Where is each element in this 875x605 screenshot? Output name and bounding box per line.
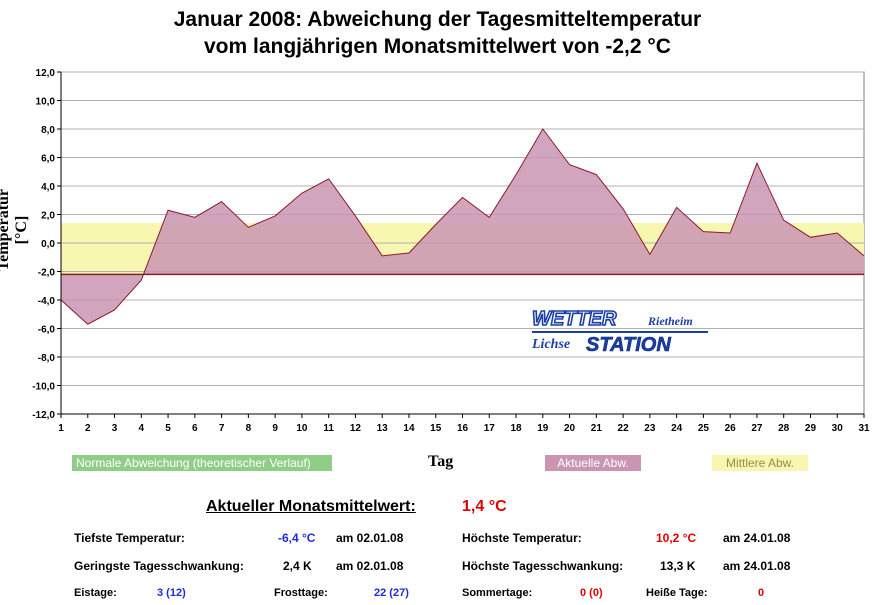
min-temp-date: am 02.01.08 <box>336 531 404 545</box>
y-tick-label: -2,0 <box>38 268 56 279</box>
logo-wetter: WETTER <box>532 308 617 330</box>
y-tick-label: -4,0 <box>38 296 56 307</box>
eistage-label: Eistage: <box>74 587 117 599</box>
y-tick-label: -8,0 <box>38 353 56 364</box>
series-area-actual-deviation <box>61 129 864 325</box>
max-swing-value: 13,3 K <box>660 559 696 573</box>
logo-rietheim: Rietheim <box>647 314 693 328</box>
x-tick-label: 17 <box>484 423 496 434</box>
x-tick-label: 6 <box>192 423 198 434</box>
logo-lichse: Lichse <box>531 337 570 352</box>
max-temp-label: Höchste Temperatur: <box>462 531 582 545</box>
chart-title: Januar 2008: Abweichung der Tagesmittelt… <box>0 6 875 60</box>
max-temp-value: 10,2 °C <box>656 531 697 545</box>
x-tick-label: 8 <box>246 423 252 434</box>
x-tick-label: 2 <box>85 423 91 434</box>
x-tick-label: 3 <box>112 423 118 434</box>
max-swing-label: Höchste Tagesschwankung: <box>462 559 624 573</box>
sommertage-label: Sommertage: <box>462 587 533 599</box>
x-tick-label: 19 <box>537 423 549 434</box>
frosttage-value: 22 (27) <box>374 587 409 599</box>
x-tick-label: 9 <box>272 423 278 434</box>
heisse-tage-value: 0 <box>758 587 765 599</box>
eistage-value: 3 (12) <box>157 587 186 599</box>
y-axis-label: Temperatur [°C] <box>0 188 30 272</box>
y-tick-label: 12,0 <box>36 68 56 79</box>
x-tick-label: 21 <box>591 423 603 434</box>
x-tick-label: 7 <box>219 423 225 434</box>
x-tick-label: 30 <box>832 423 844 434</box>
max-swing-date: am 24.01.08 <box>723 559 791 573</box>
x-tick-label: 28 <box>778 423 790 434</box>
x-tick-label: 22 <box>618 423 630 434</box>
x-tick-label: 31 <box>858 423 870 434</box>
y-tick-label: 0,0 <box>41 239 55 250</box>
temperature-chart: -12,0 -10,0 -8,0 -6,0 -4,0 -2,0 0,0 2,0 4,0 6,0 8,… <box>32 68 870 434</box>
x-tick-label: 16 <box>457 423 469 434</box>
y-tick-label: 4,0 <box>41 182 55 193</box>
x-tick-label: 27 <box>751 423 763 434</box>
legend-mean-deviation: Mittlere Abw. <box>712 455 808 471</box>
x-tick-label: 1 <box>58 423 64 434</box>
min-swing-value: 2,4 K <box>283 559 312 573</box>
chart-title-line2: vom langjährigen Monatsmittelwert von -2… <box>204 35 671 58</box>
legend-normal-deviation: Normale Abweichung (theoretischer Verlau… <box>72 455 332 471</box>
min-swing-date: am 02.01.08 <box>336 559 404 573</box>
x-tick-label: 14 <box>403 423 415 434</box>
y-tick-label: 6,0 <box>41 154 55 165</box>
x-tick-label: 11 <box>323 423 334 434</box>
x-tick-label: 12 <box>350 423 362 434</box>
legend-actual-deviation: Aktuelle Abw. <box>545 455 641 471</box>
min-swing-label: Geringste Tagesschwankung: <box>74 559 244 573</box>
x-tick-label: 23 <box>644 423 656 434</box>
x-tick-label: 10 <box>296 423 308 434</box>
x-tick-label: 13 <box>377 423 389 434</box>
y-tick-label: 8,0 <box>41 125 55 136</box>
chart-title-line1: Januar 2008: Abweichung der Tagesmittelt… <box>173 8 702 31</box>
max-temp-date: am 24.01.08 <box>723 531 791 545</box>
x-axis-label: Tag <box>428 453 454 470</box>
y-tick-label: -6,0 <box>38 325 56 336</box>
min-temp-value: -6,4 °C <box>278 531 316 545</box>
x-tick-label: 18 <box>510 423 522 434</box>
x-tick-label: 20 <box>564 423 576 434</box>
y-tick-label: -10,0 <box>32 382 55 393</box>
x-tick-label: 29 <box>805 423 817 434</box>
logo-station: STATION <box>586 334 671 356</box>
x-tick-label: 15 <box>430 423 442 434</box>
monthly-mean-value: 1,4 °C <box>462 498 507 515</box>
heisse-tage-label: Heiße Tage: <box>646 587 708 599</box>
min-temp-label: Tiefste Temperatur: <box>74 531 185 545</box>
sommertage-value: 0 (0) <box>580 587 603 599</box>
series-line-actual-deviation <box>60 128 865 325</box>
x-tick-label: 26 <box>725 423 737 434</box>
x-tick-label: 4 <box>139 423 145 434</box>
x-tick-label: 25 <box>698 423 710 434</box>
frosttage-label: Frosttage: <box>274 587 328 599</box>
y-tick-label: 10,0 <box>36 97 56 108</box>
y-tick-label: -12,0 <box>32 410 55 421</box>
x-tick-label: 24 <box>671 423 683 434</box>
y-tick-label: 2,0 <box>41 211 55 222</box>
wetter-station-logo: WETTER Rietheim Lichse STATION <box>531 307 708 356</box>
monthly-mean-label: Aktueller Monatsmittelwert: <box>206 498 416 515</box>
x-tick-label: 5 <box>165 423 171 434</box>
